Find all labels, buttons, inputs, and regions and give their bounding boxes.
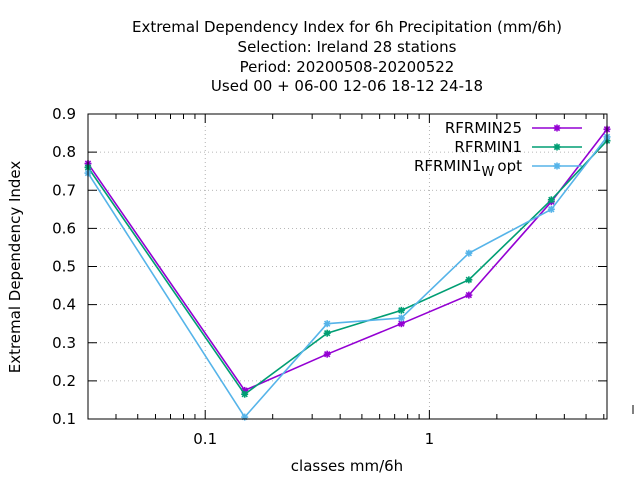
series-1-point [323,350,331,358]
series-3-point [397,314,405,322]
series-1 [84,125,611,394]
series-layer [84,125,611,421]
y-tick-label: 0.4 [52,296,76,314]
y-tick-label: 0.2 [52,372,76,390]
legend-marker-2 [553,143,561,151]
series-1-point-d2 [465,291,473,299]
legend-marker-1-d2 [553,124,561,132]
legend-label-2: RFRMIN1 [454,138,522,156]
x-tick-label: 0.1 [193,430,217,448]
y-tick-label: 0.6 [52,219,76,237]
legend-marker-3-d2 [553,162,561,170]
series-2-point [323,329,331,337]
y-tick-label: 0.5 [52,258,76,276]
title-line-1: Extremal Dependency Index for 6h Precipi… [132,18,562,36]
title-line-4: Used 00 + 06-00 12-06 18-12 24-18 [211,77,483,95]
legend-marker-3 [553,162,561,170]
series-1-point-d2 [323,350,331,358]
series-2 [84,137,611,398]
legend-label-3-main: RFRMIN1 [414,157,482,175]
series-1-point [397,320,405,328]
legend-marker-1 [553,124,561,132]
legend: RFRMIN25 RFRMIN1 RFRMIN1W opt [414,119,582,180]
series-2-point [465,276,473,284]
title-line-2: Selection: Ireland 28 stations [238,38,457,56]
series-1-point-d2 [398,320,405,327]
series-2-point-d2 [465,276,473,284]
chart-title: Extremal Dependency Index for 6h Precipi… [132,18,562,95]
series-2-point [547,196,555,204]
series-2-point [397,306,405,314]
series-3-point-d2 [465,249,473,257]
legend-marker-2-d2 [553,143,561,151]
legend-label-3-suffix: opt [497,157,522,175]
series-2-point-d2 [241,391,248,398]
y-tick-label: 0.8 [52,143,76,161]
series-3 [84,133,611,421]
title-line-3: Period: 20200508-20200522 [240,58,455,76]
series-3-point [547,205,555,213]
series-2-point [241,390,249,398]
grid-layer [88,114,607,419]
series-3-point-d2 [323,320,331,327]
series-1-line [87,128,608,392]
series-2-point-d2 [323,330,331,337]
y-tick-label: 0.3 [52,334,76,352]
legend-label-3-subscript: W [482,165,495,180]
x-tick-label: 1 [425,430,435,448]
series-1-point [465,291,473,299]
y-tick-label: 0.1 [52,410,76,428]
series-2-point-d2 [548,196,555,203]
x-axis-label: classes mm/6h [291,457,403,475]
ticks-layer: 0.1 0.2 0.3 0.4 0.5 0.6 0.7 0.8 0.9 0.1 1 [52,105,607,448]
series-3-point [241,413,249,421]
series-3-point [465,249,473,257]
series-2-point-d2 [398,307,405,314]
y-tick-label: 0.7 [52,181,76,199]
legend-label-1: RFRMIN25 [445,119,522,137]
plot-frame [87,113,608,420]
series-3-point [323,320,331,328]
series-2-line [87,140,608,396]
series-3-point-d2 [398,314,405,322]
legend-label-3: RFRMIN1W opt [414,157,522,180]
y-tick-label: 0.9 [52,105,76,123]
series-3-point-d2 [548,206,555,213]
y-axis-label: Extremal Dependency Index [6,161,24,374]
